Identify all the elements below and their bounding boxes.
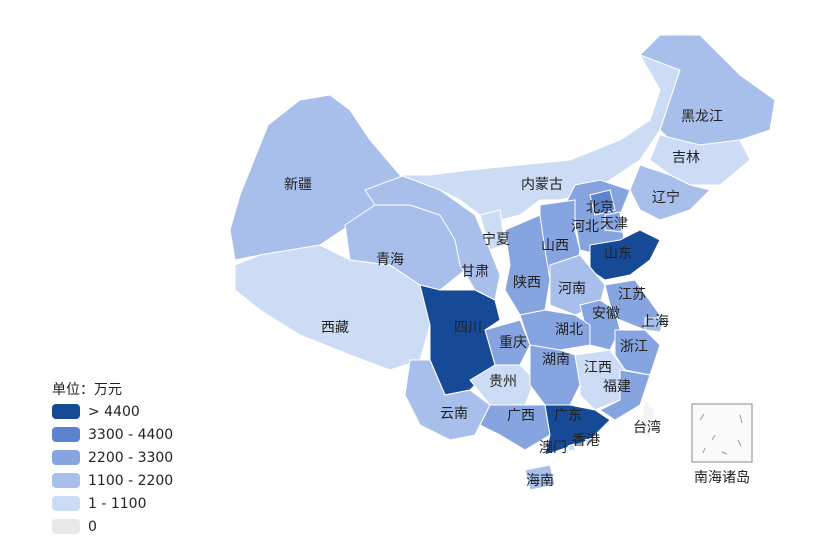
province-label: 黑龙江	[681, 109, 723, 125]
province-label: 辽宁	[652, 189, 680, 206]
province-label: 山东	[604, 246, 632, 262]
province	[629, 164, 711, 221]
province-label: 浙江	[620, 339, 648, 355]
legend-label: 3300 - 4400	[88, 427, 173, 443]
province-label: 贵州	[489, 374, 517, 390]
legend-swatch	[52, 427, 80, 442]
legend-label: 0	[88, 519, 97, 535]
legend-title: 单位：万元	[52, 382, 122, 398]
province	[599, 369, 651, 421]
province-label: 台湾	[633, 419, 661, 436]
legend-swatch	[52, 496, 80, 511]
province-label: 山西	[541, 238, 569, 254]
province-labels: 新疆西藏 青海甘肃 内蒙古 黑龙江吉林辽宁河北 北京天津山西山东 宁夏陕西 河南 江苏上海 安徽…	[284, 109, 723, 489]
province	[479, 209, 506, 251]
inset: 南海诸岛	[691, 403, 753, 486]
province	[479, 404, 551, 451]
legend-swatch	[52, 450, 80, 465]
province-label: 江西	[584, 360, 612, 376]
province-label: 天津	[600, 216, 628, 232]
province-label: 四川	[454, 320, 482, 336]
province	[644, 317, 666, 333]
province-label: 西藏	[321, 320, 349, 336]
province-label: 云南	[440, 406, 468, 422]
province-label: 重庆	[499, 335, 527, 351]
province-label: 河北	[571, 219, 599, 235]
province	[589, 189, 616, 216]
province-label: 广东	[554, 408, 582, 424]
province-label: 江苏	[618, 287, 646, 303]
province	[529, 344, 581, 406]
legend-swatch	[52, 519, 80, 534]
province-label: 湖南	[542, 352, 570, 368]
legend-label: > 4400	[88, 404, 140, 420]
province	[574, 349, 626, 411]
province	[584, 437, 594, 446]
legend-swatch	[52, 473, 80, 488]
legend-label: 2200 - 3300	[88, 450, 173, 466]
inset-label: 南海诸岛	[694, 470, 750, 486]
province-label: 海南	[526, 473, 554, 489]
province	[649, 134, 751, 186]
province-label: 广西	[507, 408, 535, 424]
legend-swatch	[52, 404, 80, 419]
province	[524, 464, 556, 491]
province-label: 甘肃	[461, 264, 489, 280]
inset-frame	[691, 403, 753, 463]
province-label: 福建	[603, 379, 631, 395]
inset-islands	[699, 413, 743, 455]
province	[639, 398, 656, 442]
provinces	[229, 34, 776, 491]
province-label: 澳门	[539, 440, 567, 456]
province-label: 宁夏	[482, 231, 510, 248]
province	[419, 284, 501, 396]
province-label: 安徽	[592, 306, 620, 322]
province-label: 青海	[376, 252, 404, 268]
legend: 单位：万元 > 4400 3300 - 4400 2200 - 3300 1100 -…	[52, 382, 173, 535]
province	[234, 244, 431, 371]
province	[604, 211, 623, 233]
province-label: 北京	[586, 200, 614, 216]
province-label: 新疆	[284, 177, 312, 193]
province-label: 香港	[572, 433, 600, 449]
province-label: 湖北	[555, 322, 583, 338]
province-label: 陕西	[513, 275, 541, 291]
province-label: 河南	[558, 281, 586, 297]
legend-label: 1 - 1100	[88, 496, 147, 512]
province-label: 内蒙古	[521, 177, 563, 193]
province-label: 吉林	[672, 150, 700, 166]
legend-label: 1100 - 2200	[88, 473, 173, 489]
province	[567, 443, 576, 452]
province-label: 上海	[641, 314, 669, 330]
